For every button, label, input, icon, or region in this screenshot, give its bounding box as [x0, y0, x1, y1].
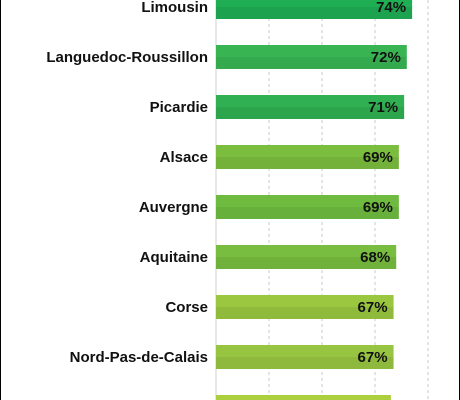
bar-shade: [216, 7, 413, 19]
bar: [216, 345, 394, 369]
bar-shade: [216, 307, 394, 319]
category-label: Alsace: [160, 149, 208, 166]
bar: [216, 295, 394, 319]
bar-shade: [216, 107, 405, 119]
bar: [216, 0, 413, 19]
data-label: 67%: [358, 299, 388, 316]
bar-shade: [216, 207, 399, 219]
category-label: Languedoc-Roussillon: [46, 49, 208, 66]
data-label: 71%: [368, 99, 398, 116]
category-label: Nord-Pas-de-Calais: [70, 349, 208, 366]
data-label: 72%: [371, 49, 401, 66]
bar: [216, 195, 399, 219]
category-label: Limousin: [141, 0, 208, 16]
bar-shade: [216, 257, 397, 269]
bar-shade: [216, 157, 399, 169]
bar: [216, 145, 399, 169]
bar: [216, 45, 407, 69]
bar: [216, 395, 391, 400]
data-label: 69%: [363, 149, 393, 166]
category-label: Picardie: [150, 99, 208, 116]
bar: [216, 245, 397, 269]
category-label: Auvergne: [139, 199, 208, 216]
bar-shade: [216, 57, 407, 69]
data-label: 69%: [363, 199, 393, 216]
category-label: Aquitaine: [140, 249, 208, 266]
category-label: Corse: [165, 299, 208, 316]
data-label: 67%: [358, 349, 388, 366]
bar: [216, 95, 405, 119]
data-label: 74%: [376, 0, 406, 16]
bar-shade: [216, 357, 394, 369]
data-label: 68%: [360, 249, 390, 266]
